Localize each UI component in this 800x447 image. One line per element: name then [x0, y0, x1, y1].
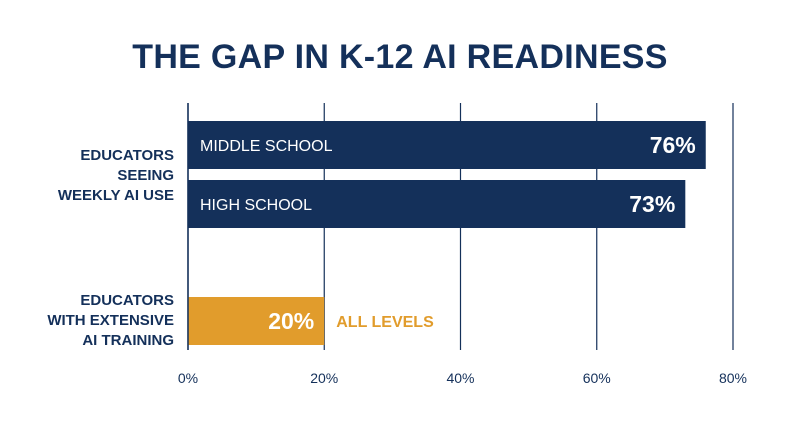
bar: [188, 121, 706, 169]
group-label-line: SEEING: [117, 167, 174, 184]
x-tick-label: 60%: [583, 370, 611, 386]
x-tick-label: 40%: [446, 370, 474, 386]
bar-value-label: 76%: [650, 132, 696, 158]
group-label-line: EDUCATORS: [80, 147, 174, 164]
chart-title: THE GAP IN K-12 AI READINESS: [132, 38, 668, 76]
group-label-line: WITH EXTENSIVE: [47, 312, 174, 329]
group-label-line: AI TRAINING: [82, 332, 174, 349]
bar-value-label: 20%: [268, 308, 314, 334]
bar-category-label: MIDDLE SCHOOL: [200, 138, 333, 155]
bar-category-label: HIGH SCHOOL: [200, 197, 312, 214]
x-tick-label: 0%: [178, 370, 198, 386]
x-tick-label: 20%: [310, 370, 338, 386]
bar-category-label: ALL LEVELS: [336, 314, 434, 331]
bar-highlight: [188, 297, 325, 345]
bar: [188, 180, 686, 228]
group-label-line: EDUCATORS: [80, 292, 174, 309]
x-tick-label: 80%: [719, 370, 747, 386]
bar-value-label: 73%: [629, 191, 675, 217]
group-label-line: WEEKLY AI USE: [58, 187, 174, 204]
